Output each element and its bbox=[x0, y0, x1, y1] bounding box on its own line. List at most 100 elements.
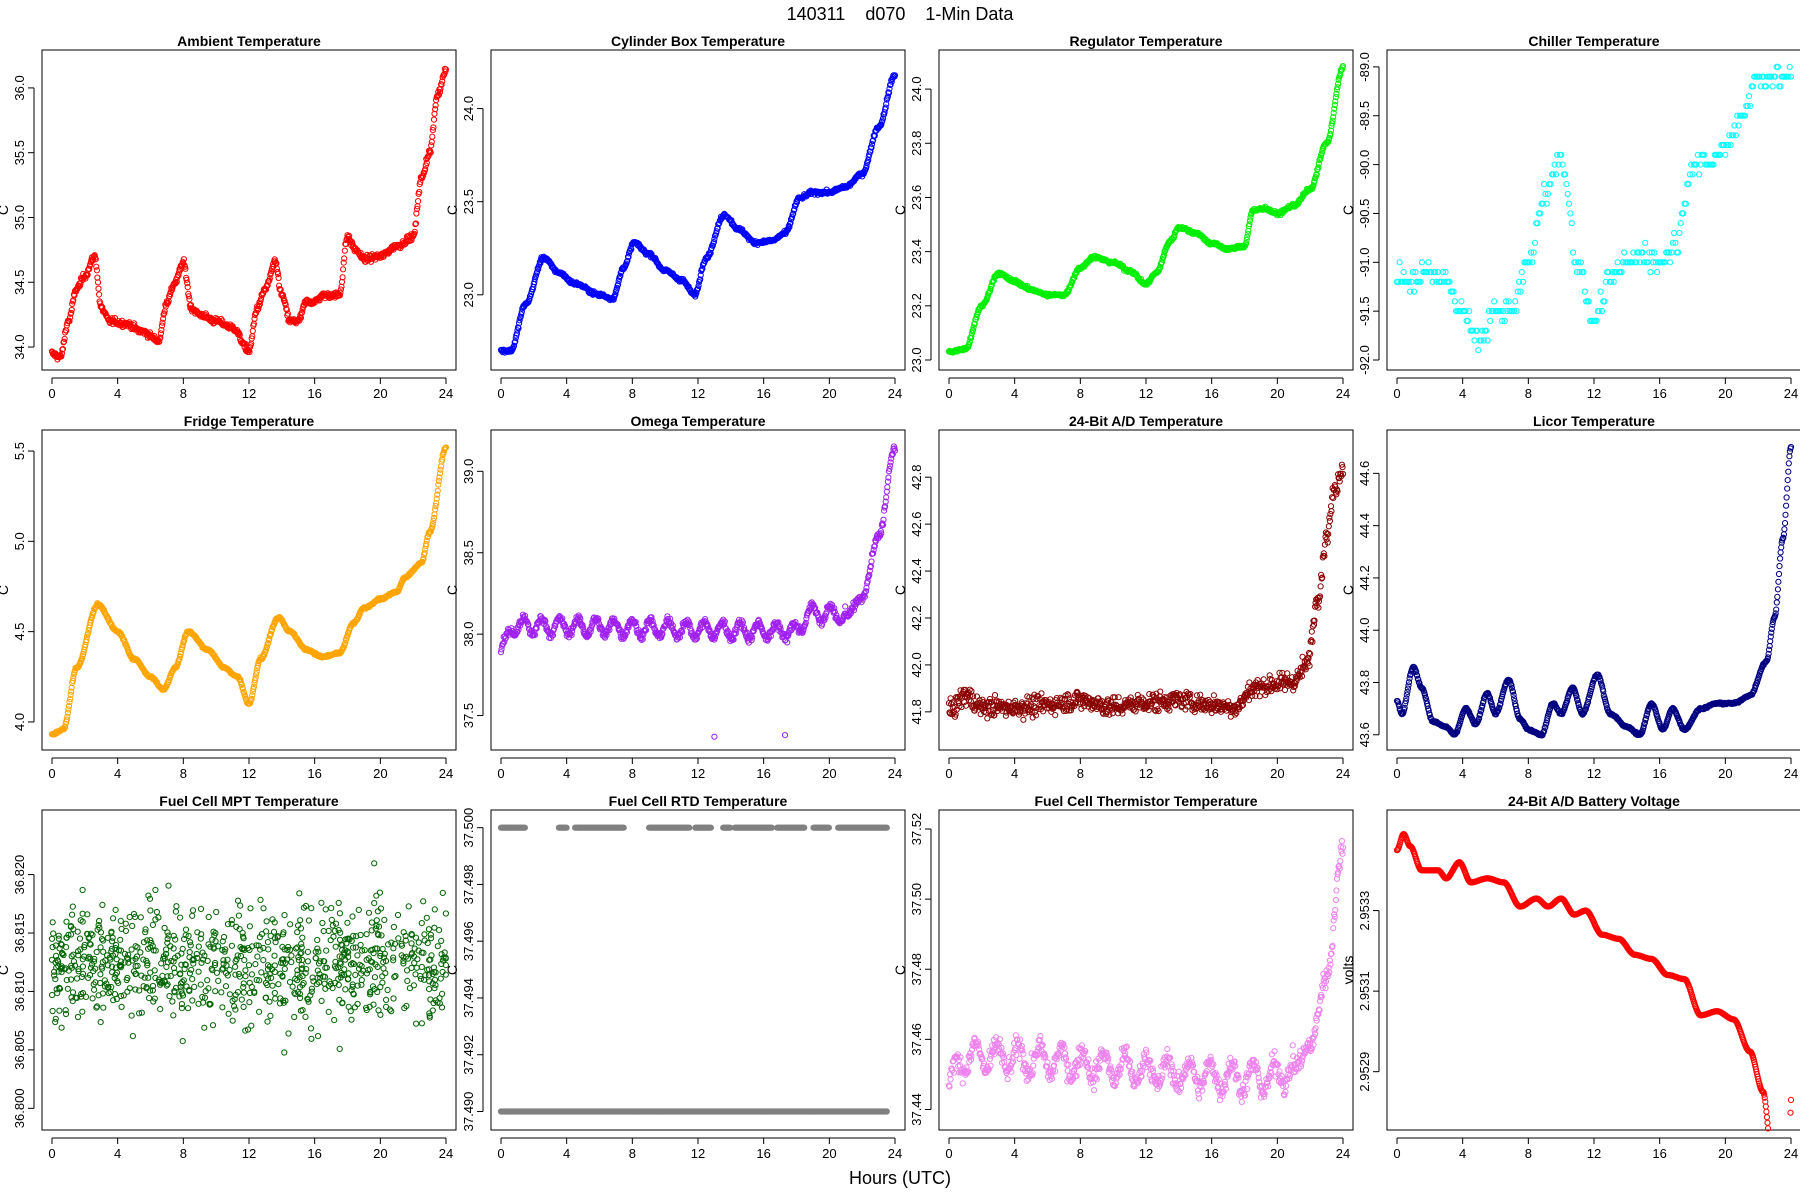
y-tick-label: 37.5 bbox=[461, 703, 476, 728]
data-point bbox=[1458, 298, 1465, 305]
data-point bbox=[299, 309, 306, 316]
data-point bbox=[337, 289, 344, 296]
y-tick-label: -89.5 bbox=[1357, 101, 1372, 131]
y-tick-label: -91.0 bbox=[1357, 247, 1372, 277]
x-tick-label: 0 bbox=[1393, 386, 1400, 401]
x-tick-label: 24 bbox=[1336, 386, 1350, 401]
data-point bbox=[184, 284, 191, 291]
y-axis-label: C bbox=[444, 205, 460, 215]
x-axis: 0 4 8 12 16 20 24 bbox=[48, 757, 453, 781]
data-point bbox=[92, 256, 99, 263]
data-point bbox=[187, 301, 195, 309]
data-point bbox=[96, 291, 103, 298]
x-tick-label: 20 bbox=[373, 766, 387, 781]
data-point bbox=[973, 693, 981, 700]
data-point bbox=[429, 133, 436, 140]
data-point bbox=[1565, 200, 1573, 207]
x-tick-label: 24 bbox=[888, 386, 902, 401]
data-point bbox=[93, 263, 100, 270]
data-point bbox=[242, 340, 249, 347]
panel-title: Licor Temperature bbox=[1533, 413, 1655, 429]
data-point bbox=[1197, 691, 1204, 698]
data-point bbox=[279, 291, 286, 299]
data-point bbox=[438, 463, 445, 470]
x-tick-label: 16 bbox=[756, 766, 770, 781]
x-tick-label: 16 bbox=[1652, 386, 1666, 401]
x-tick-label: 12 bbox=[242, 766, 256, 781]
data-point bbox=[1326, 517, 1334, 525]
data-point bbox=[1581, 288, 1588, 295]
data-point bbox=[781, 732, 789, 739]
data-point bbox=[156, 338, 163, 345]
data-point bbox=[59, 345, 67, 353]
panel-title: Cylinder Box Temperature bbox=[611, 33, 785, 49]
data-point bbox=[172, 280, 179, 287]
data-point bbox=[257, 295, 265, 302]
y-tick-label: -92.0 bbox=[1357, 345, 1372, 375]
x-tick-label: 4 bbox=[114, 766, 121, 781]
data-point bbox=[186, 296, 193, 303]
x-tick-label: 20 bbox=[373, 386, 387, 401]
y-axis-label: C bbox=[0, 585, 11, 595]
data-point bbox=[1396, 259, 1403, 266]
x-tick-label: 8 bbox=[1077, 766, 1084, 781]
data-point bbox=[1518, 269, 1525, 276]
x-tick-label: 0 bbox=[48, 386, 55, 401]
x-tick-label: 12 bbox=[691, 386, 705, 401]
data-point bbox=[173, 278, 180, 285]
y-tick-label: -91.5 bbox=[1357, 296, 1372, 326]
data-point bbox=[1418, 259, 1426, 266]
data-point bbox=[283, 306, 290, 313]
data-point bbox=[337, 286, 344, 293]
data-point bbox=[1567, 210, 1574, 217]
data-point bbox=[341, 247, 348, 254]
data-point bbox=[1336, 478, 1343, 485]
data-point bbox=[842, 603, 849, 610]
data-point bbox=[93, 267, 101, 274]
x-axis: 0 4 8 12 16 20 24 bbox=[945, 757, 1350, 781]
x-tick-label: 4 bbox=[1011, 386, 1018, 401]
data-point bbox=[180, 256, 187, 263]
x-tick-label: 8 bbox=[1525, 386, 1532, 401]
data-point bbox=[58, 353, 65, 360]
data-point bbox=[1569, 249, 1577, 256]
data-point bbox=[1653, 269, 1661, 276]
data-point bbox=[157, 330, 164, 337]
y-tick-label: 23.0 bbox=[461, 282, 476, 307]
x-tick-label: 12 bbox=[1587, 386, 1601, 401]
data-point bbox=[1769, 83, 1776, 90]
data-point bbox=[1466, 308, 1473, 315]
data-points bbox=[1393, 63, 1795, 354]
data-point bbox=[66, 318, 73, 325]
data-point bbox=[1745, 93, 1753, 100]
data-points bbox=[945, 461, 1347, 723]
y-tick-label: -90.5 bbox=[1357, 199, 1372, 229]
data-point bbox=[1597, 288, 1604, 295]
data-point bbox=[1647, 269, 1654, 276]
data-point bbox=[1491, 298, 1498, 305]
data-point bbox=[428, 138, 435, 146]
data-point bbox=[266, 275, 273, 282]
panel-title: Regulator Temperature bbox=[1070, 33, 1223, 49]
data-point bbox=[158, 322, 166, 329]
y-axis: 37.538.038.539.0 bbox=[461, 459, 484, 728]
x-tick-label: 8 bbox=[180, 386, 187, 401]
y-tick-label: 23.8 bbox=[909, 131, 924, 156]
data-point bbox=[284, 310, 291, 317]
data-point bbox=[236, 331, 243, 339]
x-axis: 0 4 8 12 16 20 24 bbox=[1393, 377, 1798, 401]
x-tick-label: 24 bbox=[439, 766, 453, 781]
x-tick-label: 24 bbox=[439, 386, 453, 401]
x-tick-label: 0 bbox=[945, 386, 952, 401]
y-tick-label: 5.0 bbox=[12, 532, 27, 550]
y-tick-label: 23.4 bbox=[909, 239, 924, 264]
y-tick-label: 34.5 bbox=[12, 270, 27, 295]
data-point bbox=[185, 293, 192, 300]
data-point bbox=[1531, 239, 1539, 246]
x-tick-label: 8 bbox=[629, 386, 636, 401]
x-tick-label: 4 bbox=[1011, 766, 1018, 781]
data-point bbox=[275, 274, 282, 282]
y-tick-label: 24.0 bbox=[909, 76, 924, 101]
